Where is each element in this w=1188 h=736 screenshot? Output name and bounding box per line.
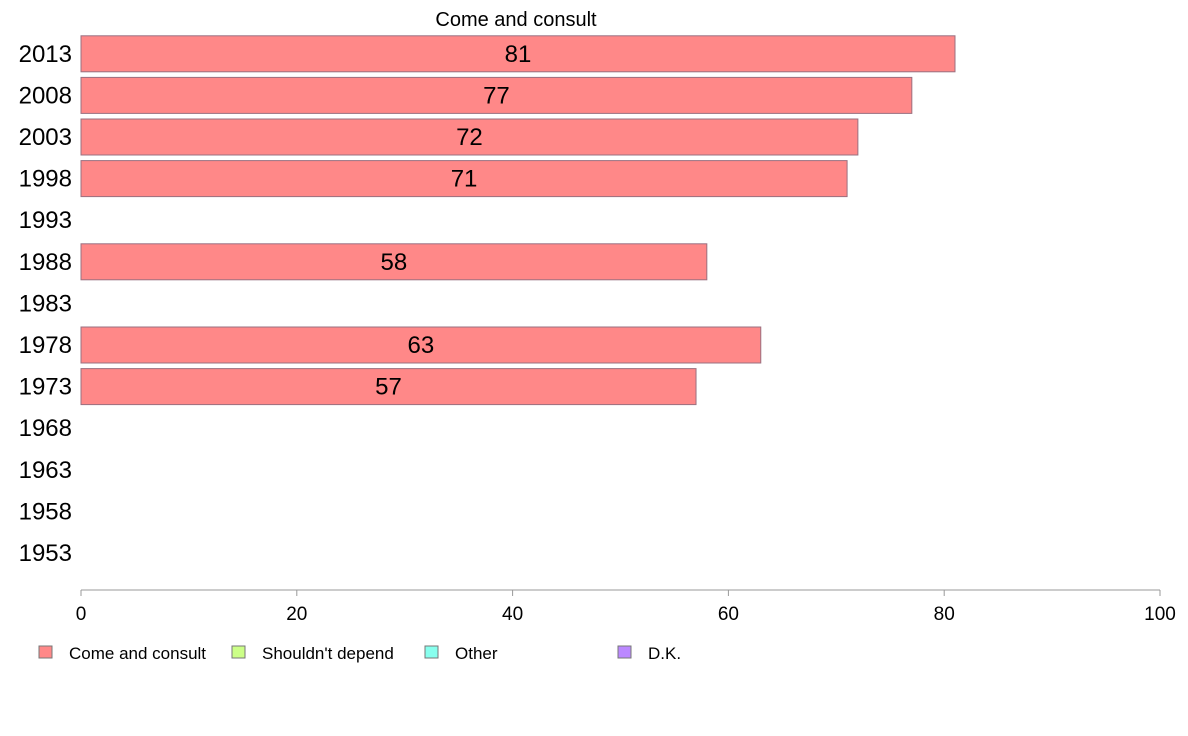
chart-title: Come and consult: [435, 9, 597, 31]
x-tick-label: 20: [286, 604, 307, 625]
bar-value-label: 72: [456, 124, 483, 151]
year-label: 1973: [19, 374, 72, 401]
legend-swatch: [38, 645, 53, 659]
x-tick-label: 0: [76, 604, 87, 625]
legend-label: D.K.: [648, 644, 681, 663]
legend: Come and consult Shouldn't depend Other D.K…: [38, 644, 681, 663]
legend-label: Come and consult: [69, 644, 206, 663]
bar: [80, 76, 913, 114]
x-axis: 0 20 40 60 80 100: [76, 589, 1176, 625]
year-label: 2003: [19, 124, 72, 151]
x-tick-label: 100: [1144, 604, 1176, 625]
year-label: 1963: [19, 457, 72, 484]
year-label: 1988: [19, 249, 72, 276]
x-tick-label: 40: [502, 604, 523, 625]
legend-swatch: [424, 645, 439, 659]
x-tick-label: 60: [718, 604, 739, 625]
year-label: 1983: [19, 290, 72, 317]
year-label: 1968: [19, 415, 72, 442]
legend-label: Other: [455, 644, 498, 663]
year-label: 1958: [19, 498, 72, 525]
legend-swatch: [617, 645, 632, 659]
bar-value-label: 57: [375, 374, 402, 401]
legend-swatch: [231, 645, 246, 659]
year-label: 1953: [19, 540, 72, 567]
year-label: 2008: [19, 82, 72, 109]
bars-layer: [80, 35, 956, 406]
year-label: 2013: [19, 41, 72, 68]
legend-label: Shouldn't depend: [262, 644, 394, 663]
bar: [80, 368, 697, 406]
x-tick-label: 80: [934, 604, 955, 625]
bar: [80, 326, 762, 364]
year-label: 1978: [19, 332, 72, 359]
year-label: 1993: [19, 207, 72, 234]
bar-value-label: 71: [451, 166, 478, 193]
bar-value-label: 77: [483, 82, 510, 109]
year-label: 1998: [19, 166, 72, 193]
bar-value-label: 58: [381, 249, 408, 276]
bar-value-label: 63: [408, 332, 435, 359]
bar: [80, 118, 859, 156]
bar: [80, 160, 848, 198]
bar: [80, 35, 956, 73]
year-labels: 2013 2008 2003 1998 1993 1988 1983 1978 1973 1968…: [19, 41, 72, 567]
bar-value-label: 81: [505, 41, 532, 68]
bar: [80, 243, 708, 281]
